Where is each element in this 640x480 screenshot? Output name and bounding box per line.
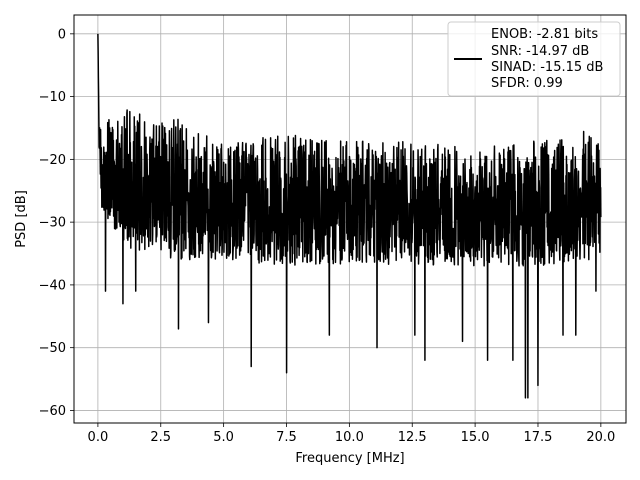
- y-axis-ticks: 0 −10 −20 −30 −40 −50 −60: [39, 27, 74, 419]
- y-tick-label: 0: [58, 27, 66, 42]
- x-tick-label: 2.5: [150, 430, 171, 445]
- y-axis-label: PSD [dB]: [14, 190, 29, 248]
- y-tick-label: −10: [39, 90, 66, 105]
- plot-frame: [73, 14, 627, 424]
- legend-entry-sfdr: SFDR: 0.99: [491, 76, 563, 91]
- series-group: [97, 33, 602, 399]
- y-tick-label: −30: [39, 216, 66, 231]
- x-tick-label: 7.5: [276, 430, 297, 445]
- y-tick-label: −20: [39, 153, 66, 168]
- x-tick-label: 15.0: [461, 430, 490, 445]
- legend-entry-enob: ENOB: -2.81 bits: [491, 27, 598, 42]
- y-tick-label: −40: [39, 278, 66, 293]
- x-tick-label: 5.0: [213, 430, 234, 445]
- y-tick-label: −50: [39, 341, 66, 356]
- x-tick-label: 20.0: [586, 430, 615, 445]
- legend-entry-sinad: SINAD: -15.15 dB: [491, 60, 603, 75]
- x-axis-label: Frequency [MHz]: [295, 451, 404, 466]
- legend-entry-snr: SNR: -14.97 dB: [491, 44, 589, 59]
- y-tick-label: −60: [39, 404, 66, 419]
- psd-series-line: [97, 33, 602, 399]
- x-tick-label: 12.5: [398, 430, 427, 445]
- x-axis-ticks: 0.0 2.5 5.0 7.5 10.0 12.5 15.0 17.5 20.0: [88, 423, 615, 445]
- legend-box: [447, 21, 621, 97]
- x-tick-label: 10.0: [335, 430, 364, 445]
- x-tick-label: 0.0: [88, 430, 109, 445]
- x-tick-label: 17.5: [524, 430, 553, 445]
- legend: ENOB: -2.81 bits SNR: -14.97 dB SINAD: -…: [447, 21, 621, 97]
